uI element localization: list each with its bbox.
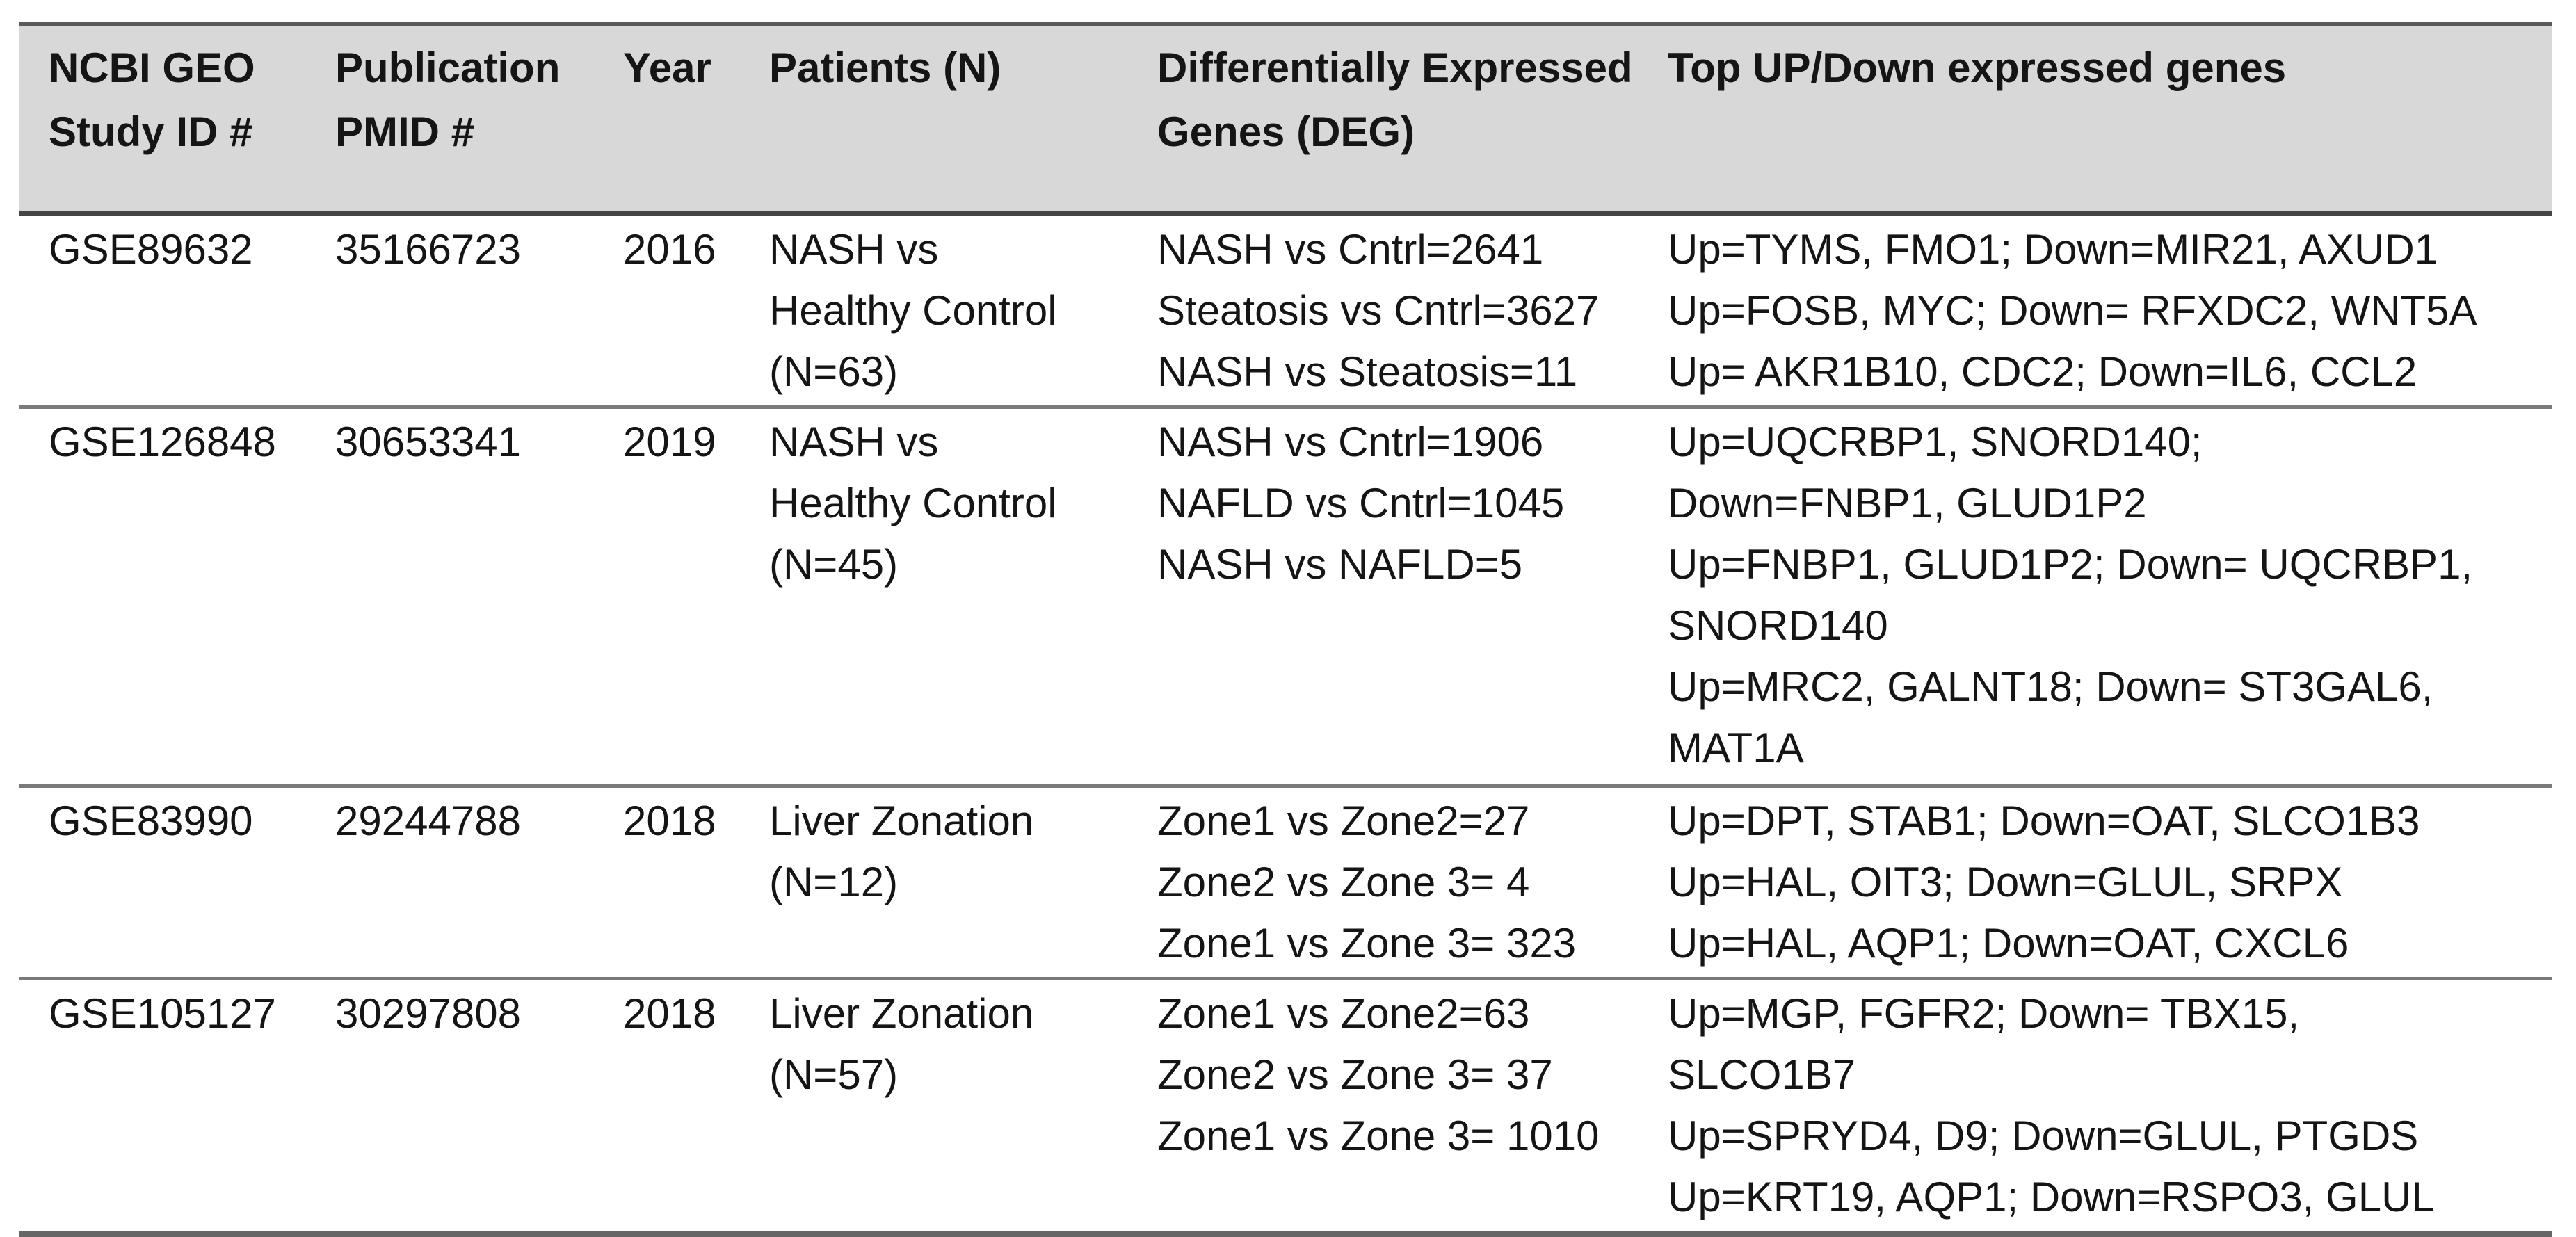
text-line: Up=UQCRBP1, SNORD140; — [1668, 419, 2203, 465]
text-line: (N=63) — [769, 348, 899, 395]
text-line: NASH vs NAFLD=5 — [1157, 541, 1523, 588]
text-line: Liver Zonation — [769, 798, 1034, 844]
text-line: NASH vs Cntrl=2641 — [1157, 226, 1544, 273]
cell-deg: Zone1 vs Zone2=63 Zone2 vs Zone 3= 37 Zo… — [1156, 980, 1666, 1231]
cell-genes: Up=MGP, FGFR2; Down= TBX15, SLCO1B7 Up=S… — [1666, 980, 2552, 1231]
geo-studies-table: NCBI GEO Study ID # Publication PMID # Y… — [19, 22, 2552, 1237]
column-header-deg: Differentially Expressed Genes (DEG) — [1156, 26, 1666, 211]
cell-pmid: 30653341 — [334, 409, 622, 784]
text-line: GSE83990 — [49, 798, 253, 844]
text-line: 29244788 — [335, 798, 521, 844]
text-line: Up=MRC2, GALNT18; Down= ST3GAL6, — [1668, 663, 2433, 710]
cell-patients: Liver Zonation (N=57) — [768, 980, 1156, 1231]
text-line: MAT1A — [1668, 725, 1804, 771]
cell-study-id: GSE105127 — [19, 980, 334, 1231]
text-line: Up=DPT, STAB1; Down=OAT, SLCO1B3 — [1668, 798, 2420, 844]
text-line: NASH vs Cntrl=1906 — [1157, 419, 1544, 465]
text-line: 35166723 — [335, 226, 521, 273]
text-line: 30653341 — [335, 419, 521, 465]
cell-pmid: 29244788 — [334, 788, 622, 977]
cell-deg: Zone1 vs Zone2=27 Zone2 vs Zone 3= 4 Zon… — [1156, 788, 1666, 977]
text-line: Zone1 vs Zone 3= 1010 — [1157, 1113, 1600, 1159]
column-header-study-id: NCBI GEO Study ID # — [19, 26, 334, 211]
text-line: GSE105127 — [49, 990, 276, 1037]
text-line: Up=MGP, FGFR2; Down= TBX15, — [1668, 990, 2300, 1037]
cell-patients: NASH vs Healthy Control (N=63) — [768, 216, 1156, 405]
text-line: Up=FNBP1, GLUD1P2; Down= UQCRBP1, — [1668, 541, 2473, 588]
text-line: 2019 — [623, 419, 716, 465]
text-line: Up=KRT19, AQP1; Down=RSPO3, GLUL — [1668, 1174, 2435, 1220]
cell-genes: Up=DPT, STAB1; Down=OAT, SLCO1B3 Up=HAL,… — [1666, 788, 2552, 977]
text-line: NASH vs — [769, 419, 939, 465]
cell-patients: Liver Zonation (N=12) — [768, 788, 1156, 977]
text-line: (N=12) — [769, 859, 899, 905]
cell-deg: NASH vs Cntrl=2641 Steatosis vs Cntrl=36… — [1156, 216, 1666, 405]
header-text-line: Year — [623, 45, 711, 91]
text-line: Up=SPRYD4, D9; Down=GLUL, PTGDS — [1668, 1113, 2419, 1159]
text-line: 30297808 — [335, 990, 521, 1037]
table-row: GSE126848 30653341 2019 NASH vs Healthy … — [19, 409, 2552, 788]
column-header-patients: Patients (N) — [768, 26, 1156, 211]
column-header-genes: Top UP/Down expressed genes — [1666, 26, 2552, 211]
cell-year: 2018 — [622, 788, 768, 977]
table-row: GSE105127 30297808 2018 Liver Zonation (… — [19, 980, 2552, 1231]
text-line: Up= AKR1B10, CDC2; Down=IL6, CCL2 — [1668, 348, 2417, 395]
text-line: NAFLD vs Cntrl=1045 — [1157, 480, 1565, 526]
text-line: SNORD140 — [1668, 602, 1888, 649]
cell-deg: NASH vs Cntrl=1906 NAFLD vs Cntrl=1045 N… — [1156, 409, 1666, 784]
table-header-row: NCBI GEO Study ID # Publication PMID # Y… — [19, 26, 2552, 216]
table-row: GSE89632 35166723 2016 NASH vs Healthy C… — [19, 216, 2552, 409]
text-line: 2016 — [623, 226, 716, 273]
text-line: Zone1 vs Zone 3= 323 — [1157, 920, 1577, 967]
cell-pmid: 30297808 — [334, 980, 622, 1231]
cell-genes: Up=TYMS, FMO1; Down=MIR21, AXUD1 Up=FOSB… — [1666, 216, 2552, 405]
header-text-line: Differentially Expressed — [1157, 45, 1633, 91]
cell-study-id: GSE83990 — [19, 788, 334, 977]
cell-genes: Up=UQCRBP1, SNORD140; Down=FNBP1, GLUD1P… — [1666, 409, 2552, 784]
text-line: Up=TYMS, FMO1; Down=MIR21, AXUD1 — [1668, 226, 2438, 273]
text-line: Down=FNBP1, GLUD1P2 — [1668, 480, 2147, 526]
text-line: Steatosis vs Cntrl=3627 — [1157, 287, 1600, 334]
cell-year: 2019 — [622, 409, 768, 784]
text-line: Zone2 vs Zone 3= 37 — [1157, 1051, 1553, 1098]
cell-year: 2018 — [622, 980, 768, 1231]
text-line: Healthy Control — [769, 287, 1057, 334]
text-line: NASH vs Steatosis=11 — [1157, 348, 1578, 395]
column-header-year: Year — [622, 26, 768, 211]
text-line: Up=FOSB, MYC; Down= RFXDC2, WNT5A — [1668, 287, 2477, 334]
header-text-line: Genes (DEG) — [1157, 108, 1415, 155]
text-line: Zone1 vs Zone2=63 — [1157, 990, 1530, 1037]
header-text-line: PMID # — [335, 108, 475, 155]
text-line: 2018 — [623, 798, 716, 844]
header-text-line: Top UP/Down expressed genes — [1668, 45, 2287, 91]
text-line: NASH vs — [769, 226, 939, 273]
header-text-line: NCBI GEO — [49, 45, 255, 91]
cell-pmid: 35166723 — [334, 216, 622, 405]
header-text-line: Patients (N) — [769, 45, 1001, 91]
text-line: 2018 — [623, 990, 716, 1037]
cell-study-id: GSE89632 — [19, 216, 334, 405]
header-text-line: Study ID # — [49, 108, 253, 155]
cell-study-id: GSE126848 — [19, 409, 334, 784]
text-line: Zone2 vs Zone 3= 4 — [1157, 859, 1530, 905]
table-row: GSE83990 29244788 2018 Liver Zonation (N… — [19, 788, 2552, 980]
text-line: Up=HAL, AQP1; Down=OAT, CXCL6 — [1668, 920, 2349, 967]
text-line: GSE126848 — [49, 419, 276, 465]
text-line: (N=57) — [769, 1051, 899, 1098]
text-line: GSE89632 — [49, 226, 253, 273]
text-line: Liver Zonation — [769, 990, 1034, 1037]
header-text-line: Publication — [335, 45, 561, 91]
text-line: Zone1 vs Zone2=27 — [1157, 798, 1530, 844]
cell-patients: NASH vs Healthy Control (N=45) — [768, 409, 1156, 784]
text-line: Healthy Control — [769, 480, 1057, 526]
text-line: SLCO1B7 — [1668, 1051, 1856, 1098]
cell-year: 2016 — [622, 216, 768, 405]
text-line: Up=HAL, OIT3; Down=GLUL, SRPX — [1668, 859, 2343, 905]
column-header-pmid: Publication PMID # — [334, 26, 622, 211]
text-line: (N=45) — [769, 541, 899, 588]
